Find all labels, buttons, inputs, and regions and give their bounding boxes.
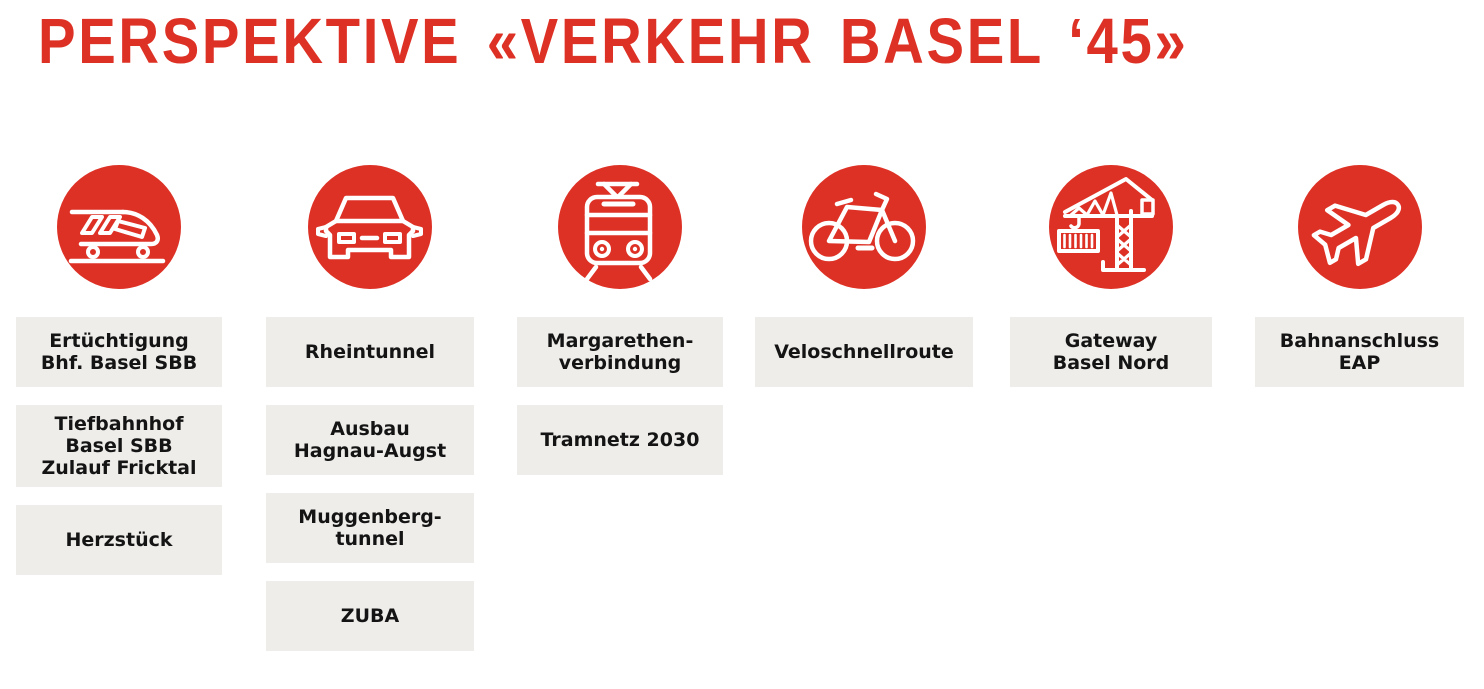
bicycle-icon	[808, 191, 916, 262]
project-label: Margarethen-verbindung	[517, 317, 723, 387]
project-label: Veloschnellroute	[755, 317, 973, 387]
project-labels: Rheintunnel Ausbau Hagnau-Augst Muggenberg-…	[266, 317, 474, 651]
project-label: Herzstück	[16, 505, 222, 575]
project-label-text: Tramnetz 2030	[540, 429, 700, 451]
project-label: Muggenberg-tunnel	[266, 493, 474, 563]
project-label-text: Rheintunnel	[304, 341, 436, 363]
icon-circle	[558, 165, 682, 289]
project-label-text: Bahnanschluss EAP	[1279, 330, 1440, 374]
project-label: Gateway Basel Nord	[1010, 317, 1212, 387]
column-logistics: Gateway Basel Nord	[1010, 165, 1212, 387]
project-label: Ausbau Hagnau-Augst	[266, 405, 474, 475]
crane-icon	[1057, 177, 1155, 272]
project-labels: Gateway Basel Nord	[1010, 317, 1212, 387]
project-label-text: Margarethen-verbindung	[546, 330, 694, 374]
project-label: Rheintunnel	[266, 317, 474, 387]
car-icon	[316, 195, 423, 260]
project-label: ZUBA	[266, 581, 474, 651]
column-velo: Veloschnellroute	[755, 165, 973, 387]
train-icon	[68, 209, 166, 264]
icon-circle	[308, 165, 432, 289]
icon-circle	[57, 165, 181, 289]
transport-columns: Ertüchtigung Bhf. Basel SBB Tiefbahnhof Bas…	[0, 165, 1484, 689]
project-label-text: Tiefbahnhof Basel SBB Zulauf Fricktal	[41, 413, 197, 479]
project-label-text: Muggenberg-tunnel	[298, 506, 442, 550]
project-label-text: Gateway Basel Nord	[1052, 330, 1170, 374]
project-label: Bahnanschluss EAP	[1255, 317, 1464, 387]
column-air: Bahnanschluss EAP	[1255, 165, 1464, 387]
column-rail: Ertüchtigung Bhf. Basel SBB Tiefbahnhof Bas…	[16, 165, 222, 575]
project-label: Tiefbahnhof Basel SBB Zulauf Fricktal	[16, 405, 222, 487]
icon-circle	[802, 165, 926, 289]
page-title: PERSPEKTIVE «VERKEHR BASEL ‘45»	[38, 5, 1189, 77]
project-label: Tramnetz 2030	[517, 405, 723, 475]
tram-icon	[584, 181, 653, 282]
project-label: Ertüchtigung Bhf. Basel SBB	[16, 317, 222, 387]
icon-circle	[1297, 165, 1422, 289]
project-labels: Margarethen-verbindung Tramnetz 2030	[517, 317, 723, 475]
icon-circle	[1049, 165, 1173, 289]
project-label-text: Ertüchtigung Bhf. Basel SBB	[40, 330, 198, 374]
column-road: Rheintunnel Ausbau Hagnau-Augst Muggenberg-…	[266, 165, 474, 651]
project-label-text: Ausbau Hagnau-Augst	[293, 418, 447, 462]
project-labels: Bahnanschluss EAP	[1255, 317, 1464, 387]
project-labels: Ertüchtigung Bhf. Basel SBB Tiefbahnhof Bas…	[16, 317, 222, 575]
project-label-text: Veloschnellroute	[774, 341, 954, 363]
project-label-text: Herzstück	[65, 529, 173, 551]
airplane-icon	[1311, 199, 1401, 267]
project-label-text: ZUBA	[340, 605, 400, 627]
project-labels: Veloschnellroute	[755, 317, 973, 387]
column-tram: Margarethen-verbindung Tramnetz 2030	[517, 165, 723, 475]
